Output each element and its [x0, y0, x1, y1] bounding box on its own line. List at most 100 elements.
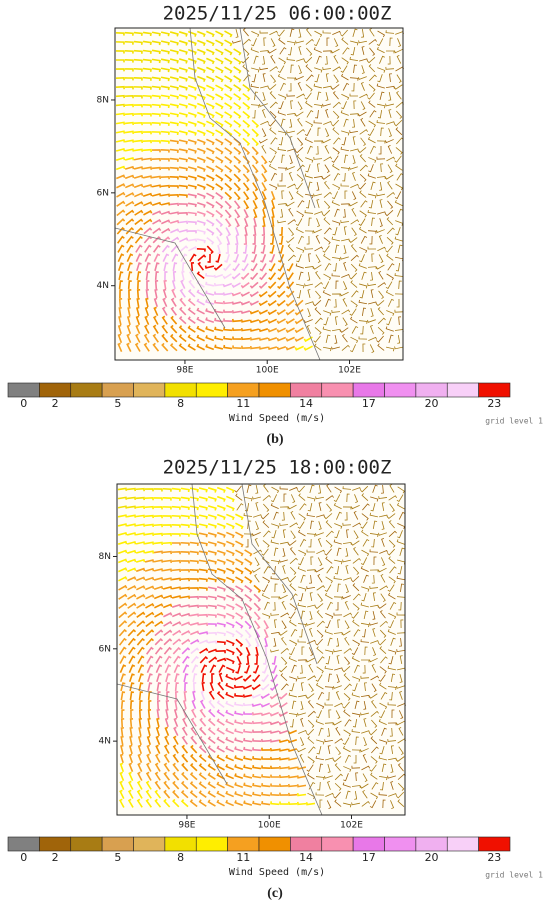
caption: (c) — [267, 886, 283, 901]
wind-barb — [115, 59, 125, 63]
wind-barb — [178, 212, 188, 216]
wind-barb — [262, 73, 266, 82]
wind-barb — [297, 529, 306, 537]
wind-barb — [161, 333, 169, 343]
wind-barb — [262, 494, 271, 501]
wind-barb — [369, 549, 379, 553]
wind-barb — [137, 655, 145, 664]
wind-barb — [164, 655, 172, 664]
colorbar-box — [290, 836, 323, 852]
wind-barb — [285, 336, 295, 342]
wind-barb — [130, 709, 134, 719]
wind-barb — [336, 547, 342, 556]
wind-barb — [155, 664, 163, 673]
wind-barb — [316, 702, 325, 710]
wind-barb — [386, 273, 394, 281]
wind-barb — [353, 754, 357, 764]
wind-barb — [156, 691, 161, 701]
wind-barb — [161, 219, 171, 225]
wind-barb — [251, 128, 259, 138]
wind-barb — [234, 746, 244, 752]
wind-barb — [249, 337, 260, 341]
wind-barb — [351, 290, 359, 298]
wind-barb — [214, 326, 224, 332]
wind-barb — [382, 799, 386, 809]
wind-barb — [145, 297, 149, 308]
wind-barb — [388, 495, 397, 501]
wind-barb — [172, 744, 179, 754]
wind-barb — [145, 620, 155, 628]
wind-barb — [142, 157, 153, 161]
wind-barb — [240, 328, 251, 332]
wind-barb — [310, 520, 314, 530]
wind-barb — [115, 77, 125, 81]
wind-barb — [170, 228, 180, 234]
wind-barb — [286, 166, 295, 170]
coastline — [114, 27, 321, 361]
colorbar-box — [352, 836, 385, 852]
wind-barb — [386, 192, 395, 198]
colorbar-box — [101, 836, 134, 852]
wind-barb — [259, 103, 268, 107]
wind-barb — [369, 533, 379, 537]
wind-barb — [216, 754, 225, 762]
wind-barb — [277, 272, 285, 281]
wind-barb — [261, 548, 269, 556]
wind-barb — [357, 111, 367, 117]
wind-barb — [226, 513, 235, 521]
wind-barb — [287, 148, 296, 152]
wind-barb — [385, 66, 395, 70]
wind-barb — [315, 603, 324, 610]
wind-barb — [133, 95, 143, 99]
wind-barb — [376, 193, 385, 197]
wind-barb — [358, 147, 367, 154]
wind-barb — [270, 172, 278, 181]
wind-barb — [360, 200, 368, 208]
wind-barb — [242, 38, 251, 45]
wind-barb — [325, 649, 334, 655]
wind-barb — [350, 300, 358, 308]
wind-barb — [387, 739, 397, 742]
wind-barb — [137, 664, 145, 673]
wind-barb — [261, 164, 268, 174]
wind-barb — [178, 139, 188, 145]
wind-barb — [269, 683, 279, 692]
wind-barb — [261, 765, 271, 769]
wind-barb — [215, 165, 224, 173]
colorbar-title: Wind Speed (m/s) — [229, 867, 325, 878]
wind-barb — [215, 227, 223, 237]
wind-barb — [136, 297, 140, 308]
wind-barb — [388, 576, 396, 584]
wind-barb — [279, 774, 289, 779]
colorbar-box — [7, 382, 40, 398]
colorbar-label: 8 — [177, 851, 184, 864]
wind-barb — [180, 505, 190, 511]
wind-barb — [277, 281, 286, 290]
wind-barb — [216, 799, 225, 807]
wind-barb — [226, 558, 235, 566]
wind-barb — [340, 73, 349, 81]
lon-label: 100E — [256, 366, 279, 376]
wind-barb — [243, 720, 253, 725]
wind-barb — [385, 50, 395, 54]
wind-barb — [216, 577, 226, 583]
wind-barb — [169, 85, 179, 91]
wind-barb — [126, 496, 137, 500]
wind-barb — [241, 345, 251, 349]
wind-barb — [270, 649, 279, 653]
wind-barb — [360, 117, 366, 127]
wind-barb — [314, 30, 323, 38]
wind-barb — [153, 297, 159, 308]
wind-barb — [316, 746, 322, 755]
wind-barb — [396, 74, 402, 84]
wind-barb — [156, 717, 160, 728]
wind-barb — [190, 261, 195, 272]
wind-barb — [191, 664, 199, 673]
wind-barb — [377, 109, 383, 119]
colorbar-box — [415, 836, 448, 852]
wind-barb — [294, 327, 304, 334]
wind-barb — [305, 164, 311, 173]
wind-barb — [189, 541, 199, 546]
wind-barb — [387, 513, 396, 520]
wind-barb — [359, 210, 367, 218]
